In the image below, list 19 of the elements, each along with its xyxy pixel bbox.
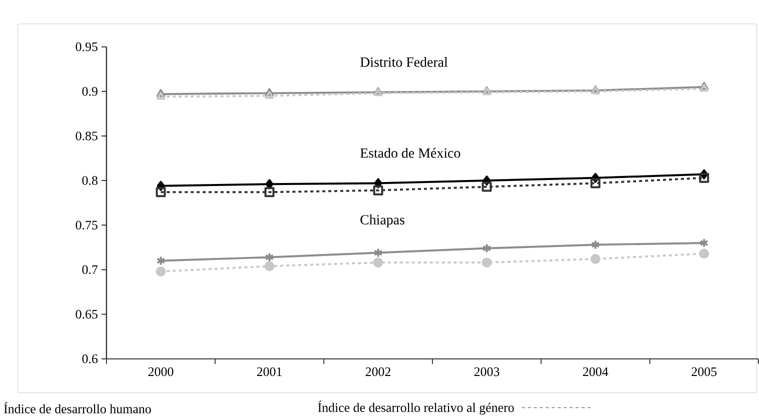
- x-tick-label: 2005: [692, 367, 717, 376]
- annotation: Chiapas: [360, 214, 404, 228]
- annotation: Distrito Federal: [360, 57, 448, 67]
- y-tick-label: 0.85: [76, 132, 98, 140]
- x-tick-label: 2002: [366, 367, 390, 376]
- y-tick-label: 0.6: [82, 354, 98, 364]
- x-tick-label: 2001: [257, 367, 282, 376]
- annotation: Estado de México: [360, 148, 460, 158]
- text: Índice de desarrollo relativo al género: [318, 400, 514, 415]
- y-tick-label: 0.95: [76, 42, 98, 52]
- x-tick-label: 2000: [148, 367, 174, 376]
- y-tick-label: 0.65: [76, 310, 98, 319]
- y-tick-label: 0.7: [82, 265, 98, 274]
- x-tick-label: 2003: [474, 367, 500, 376]
- text: Índice de desarrollo humano: [4, 402, 151, 414]
- y-tick-label: 0.9: [82, 87, 98, 96]
- y-tick-label: 0.8: [82, 176, 98, 185]
- y-tick-label: 0.75: [76, 220, 98, 230]
- x-tick-label: 2004: [583, 367, 608, 376]
